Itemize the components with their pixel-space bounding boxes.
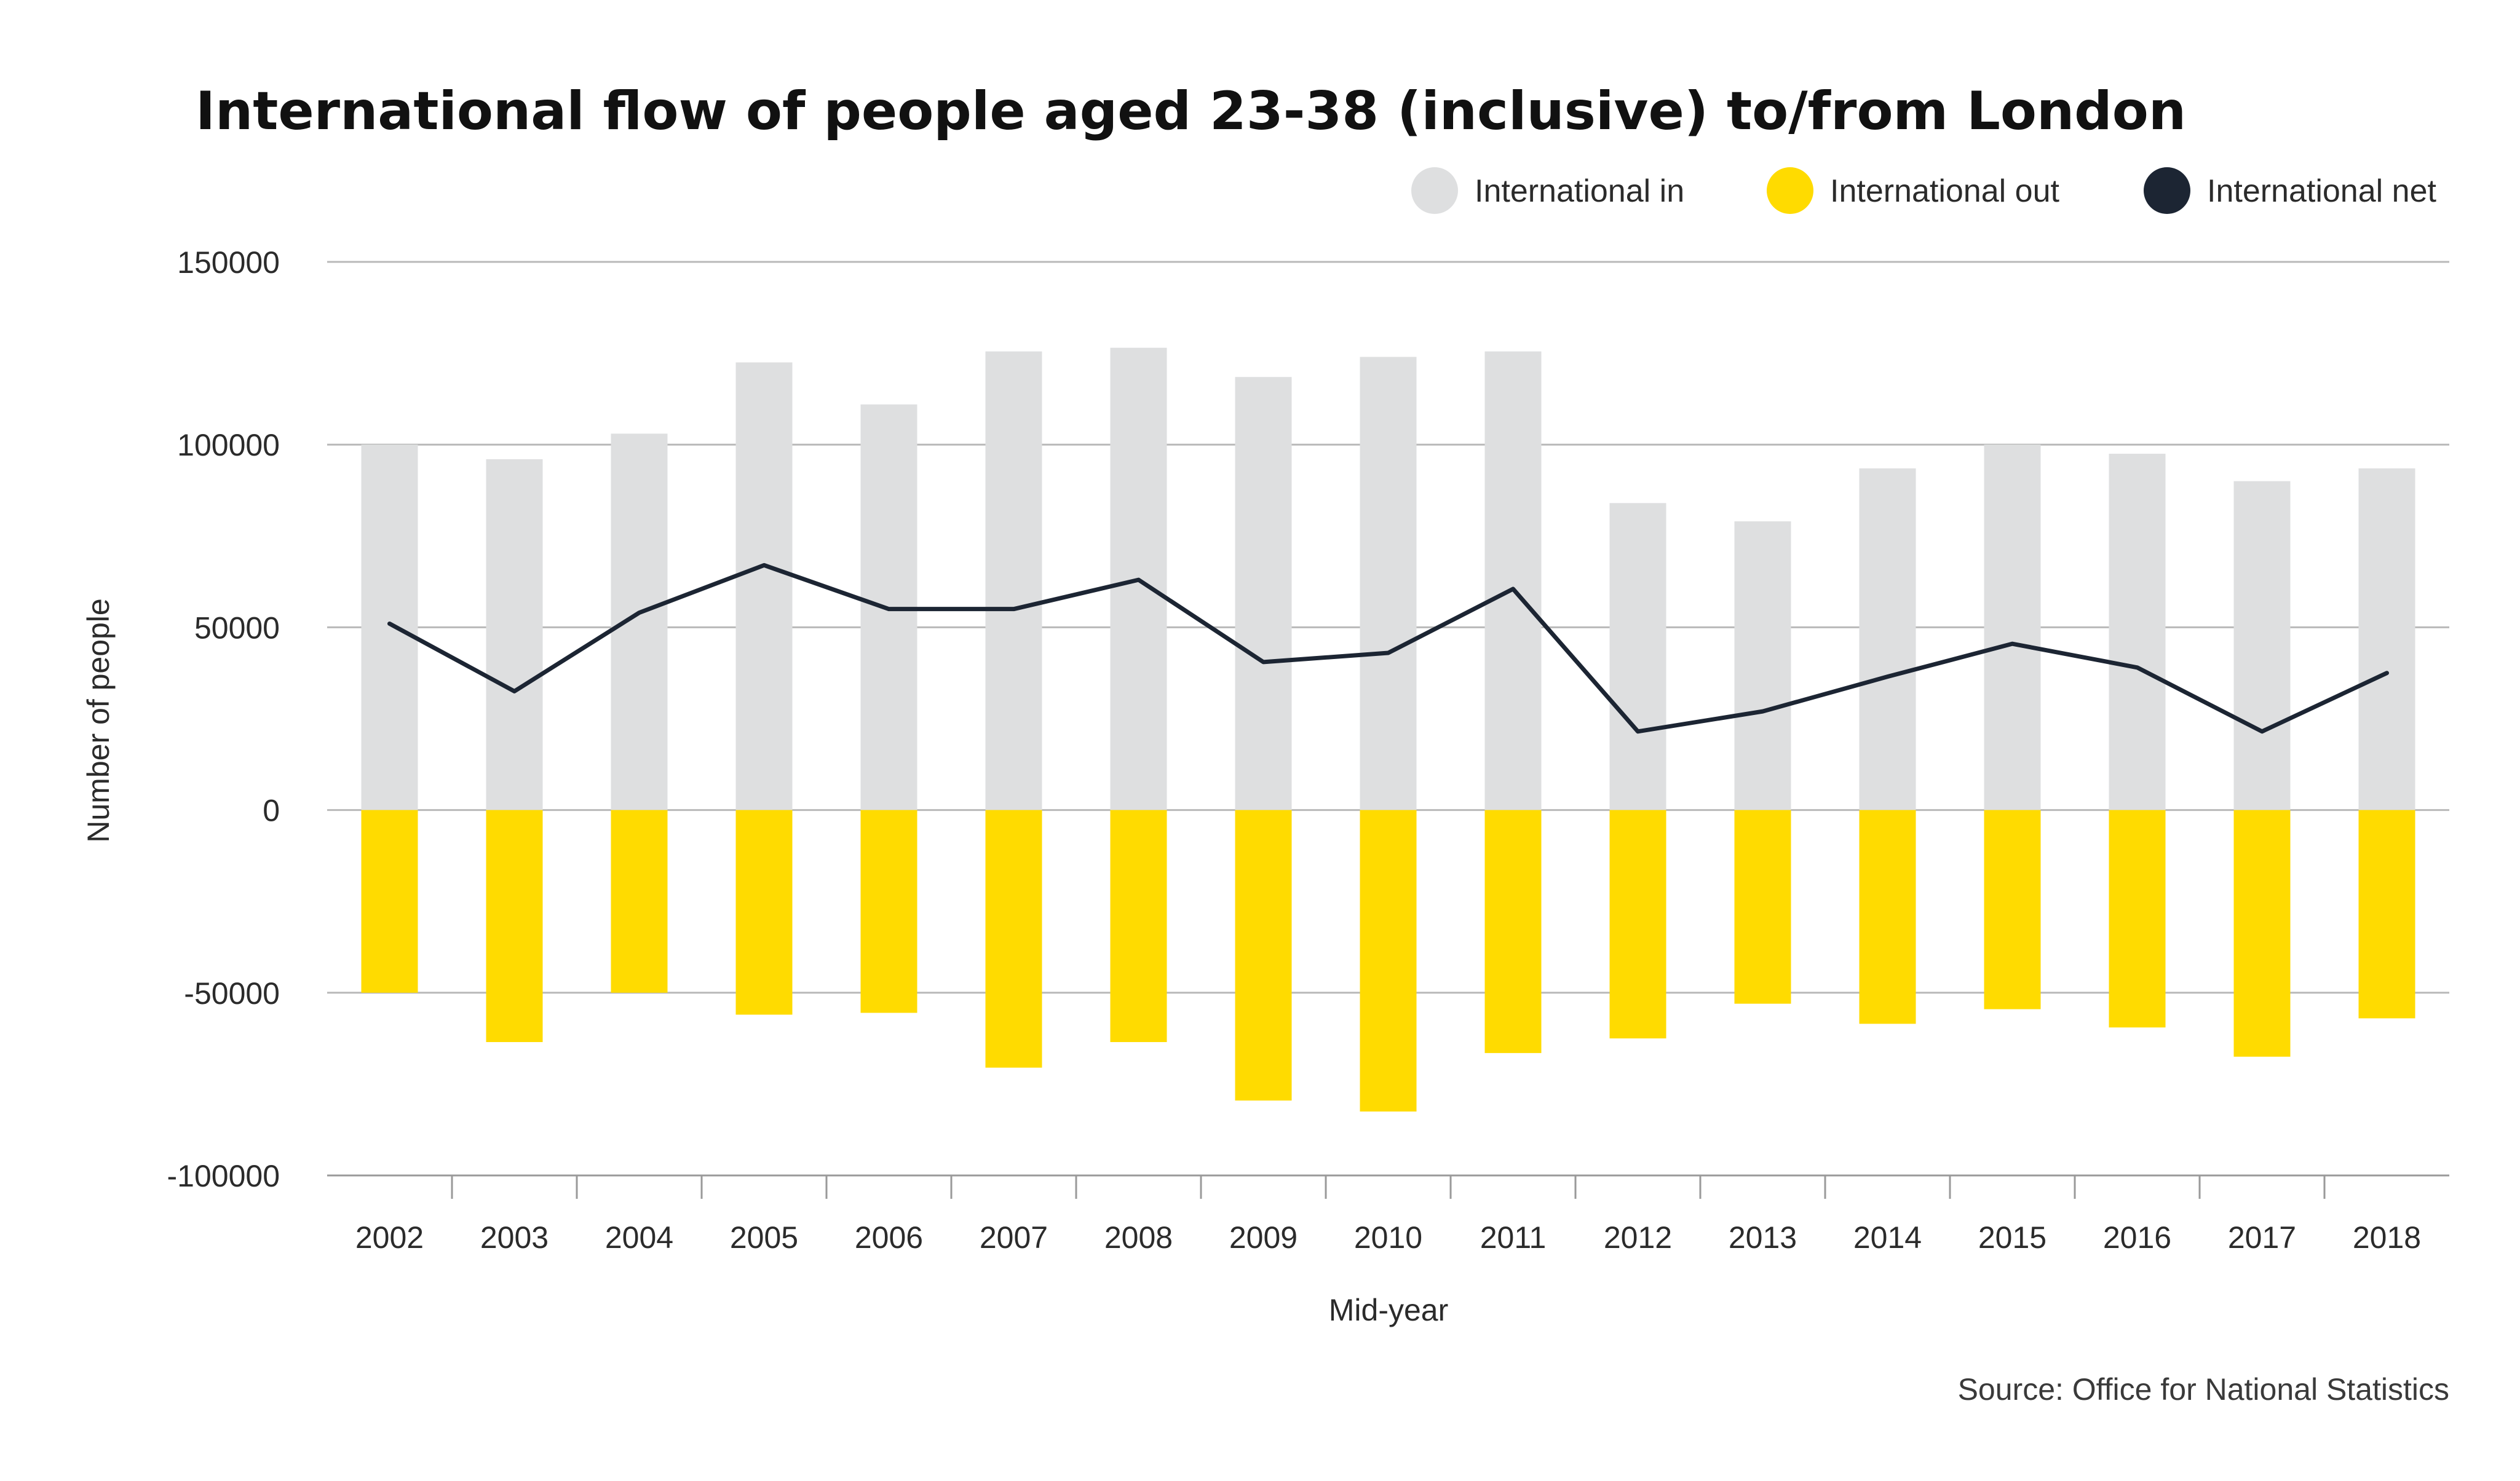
bar-international-out-2011 — [1484, 810, 1542, 1053]
bar-international-in-2011 — [1484, 351, 1542, 810]
legend-item-international-out: International out — [1767, 167, 2059, 214]
bar-international-in-2010 — [1360, 357, 1417, 810]
bar-international-out-2014 — [1859, 810, 1916, 1024]
bar-international-in-2013 — [1734, 521, 1791, 810]
legend-label-international-net: International net — [2207, 173, 2436, 209]
bar-international-in-2015 — [1984, 444, 2041, 810]
bar-international-in-2018 — [2358, 468, 2415, 810]
source-note: Source: Office for National Statistics — [1958, 1372, 2449, 1407]
bar-international-out-2013 — [1734, 810, 1791, 1004]
x-tick-label-2005: 2005 — [730, 1220, 798, 1255]
bar-international-in-2016 — [2109, 454, 2166, 810]
line-international-net — [387, 563, 2389, 734]
legend: International in International out Inter… — [1411, 167, 2436, 214]
x-tick-label-2013: 2013 — [1729, 1220, 1797, 1255]
x-tick-label-2009: 2009 — [1229, 1220, 1298, 1255]
bar-international-out-2008 — [1110, 810, 1167, 1043]
x-axis: 2002 2003 2004 2005 2006 2007 2008 2009 2010 2011… — [327, 1174, 2449, 1255]
bar-international-out-2002 — [361, 810, 418, 993]
bar-international-out-2012 — [1609, 810, 1666, 1039]
x-tick-label-2011: 2011 — [1480, 1220, 1547, 1255]
y-tick-label: -50000 — [184, 976, 280, 1011]
bar-international-out-2015 — [1984, 810, 2041, 1009]
x-axis-label: Mid-year — [1329, 1293, 1448, 1327]
bar-international-out-2007 — [985, 810, 1042, 1068]
y-tick-label: -100000 — [167, 1159, 280, 1193]
y-tick-label: 100000 — [177, 428, 280, 462]
bar-international-out-2004 — [611, 810, 668, 993]
y-axis-tick-labels: 150000 100000 50000 0 -50000 -100000 — [167, 245, 280, 1193]
legend-label-international-out: International out — [1830, 173, 2059, 209]
legend-swatch-international-in — [1411, 167, 1458, 214]
x-tick-label-2015: 2015 — [1978, 1220, 2047, 1255]
y-tick-label: 0 — [263, 794, 280, 828]
x-tick-label-2017: 2017 — [2228, 1220, 2296, 1255]
net-line-layer — [387, 563, 2389, 734]
x-tick-label-2004: 2004 — [605, 1220, 673, 1255]
bar-international-out-2009 — [1235, 810, 1292, 1101]
x-tick-label-2008: 2008 — [1104, 1220, 1173, 1255]
bar-international-out-2018 — [2358, 810, 2415, 1019]
bar-international-in-2017 — [2233, 481, 2291, 810]
y-axis-label: Number of people — [81, 598, 116, 842]
x-tick-label-2016: 2016 — [2103, 1220, 2171, 1255]
bar-international-out-2010 — [1360, 810, 1417, 1112]
bar-international-out-2003 — [486, 810, 543, 1043]
bar-international-in-2005 — [735, 362, 793, 810]
legend-swatch-international-net — [2144, 167, 2190, 214]
bar-international-in-2012 — [1609, 503, 1666, 810]
bar-international-out-2005 — [735, 810, 793, 1015]
legend-item-international-in: International in — [1411, 167, 1684, 214]
bar-international-in-2014 — [1859, 468, 1916, 810]
legend-swatch-international-out — [1767, 167, 1813, 214]
bar-international-in-2002 — [361, 444, 418, 810]
x-tick-label-2010: 2010 — [1354, 1220, 1422, 1255]
x-tick-label-2012: 2012 — [1604, 1220, 1672, 1255]
bar-international-in-2004 — [611, 433, 668, 810]
x-tick-label-2007: 2007 — [980, 1220, 1048, 1255]
bar-international-out-2006 — [860, 810, 917, 1013]
x-tick-label-2002: 2002 — [355, 1220, 424, 1255]
x-tick-label-2006: 2006 — [855, 1220, 923, 1255]
y-tick-label: 50000 — [194, 610, 280, 645]
chart-title: International flow of people aged 23-38 … — [196, 81, 2186, 142]
bar-international-in-2009 — [1235, 377, 1292, 810]
x-tick-label-2018: 2018 — [2353, 1220, 2421, 1255]
bar-international-out-2017 — [2233, 810, 2291, 1057]
x-tick-label-2003: 2003 — [480, 1220, 549, 1255]
legend-item-international-net: International net — [2144, 167, 2436, 214]
y-tick-label: 150000 — [177, 245, 280, 280]
legend-label-international-in: International in — [1475, 173, 1684, 209]
bar-international-in-2007 — [985, 351, 1042, 810]
x-tick-label-2014: 2014 — [1853, 1220, 1922, 1255]
bar-international-out-2016 — [2109, 810, 2166, 1028]
bar-international-in-2003 — [486, 459, 543, 810]
bars — [361, 347, 2415, 1112]
